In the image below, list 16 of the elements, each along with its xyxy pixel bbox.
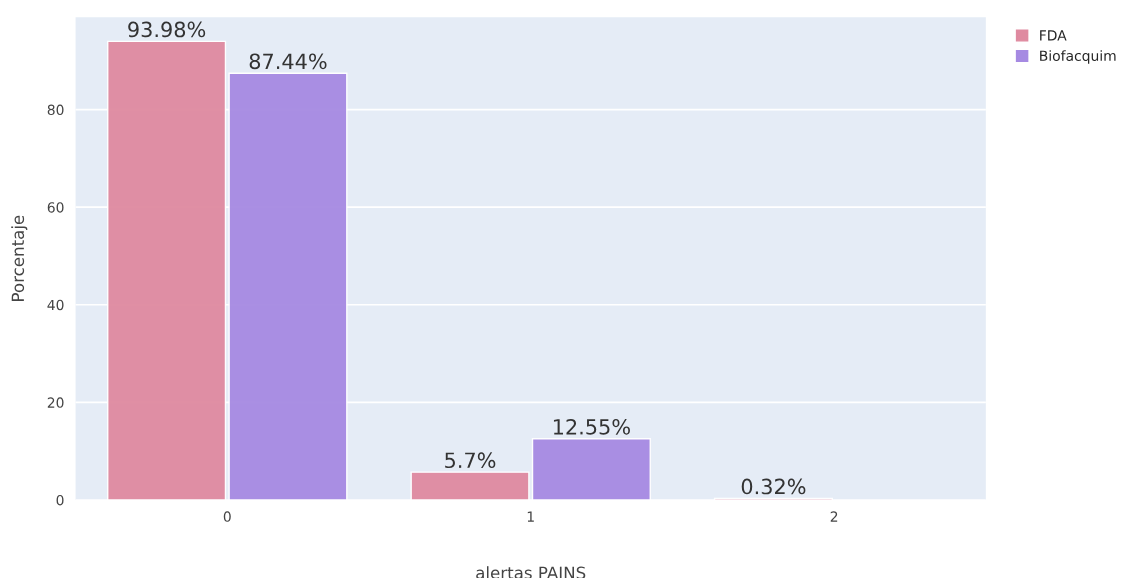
data-label: 87.44%: [249, 53, 327, 70]
x-tick-label: 2: [830, 511, 838, 522]
data-label: 12.55%: [553, 418, 630, 435]
data-label: 93.98%: [128, 21, 206, 38]
x-tick-label: 1: [527, 511, 534, 522]
data-label: 5.7%: [445, 452, 496, 469]
y-tick-label: 40: [47, 299, 64, 311]
y-tick-label: 0: [56, 494, 64, 506]
y-tick-label: 80: [47, 104, 64, 116]
legend-label: Biofacquim: [1040, 50, 1116, 64]
y-tick-label: 20: [47, 397, 64, 408]
y-axis-title: Porcentaje: [11, 215, 28, 301]
y-tick-label: 60: [47, 202, 64, 213]
data-label: 0.32%: [741, 478, 806, 495]
legend-label: FDA: [1040, 30, 1067, 41]
x-tick-label: 0: [223, 511, 231, 522]
